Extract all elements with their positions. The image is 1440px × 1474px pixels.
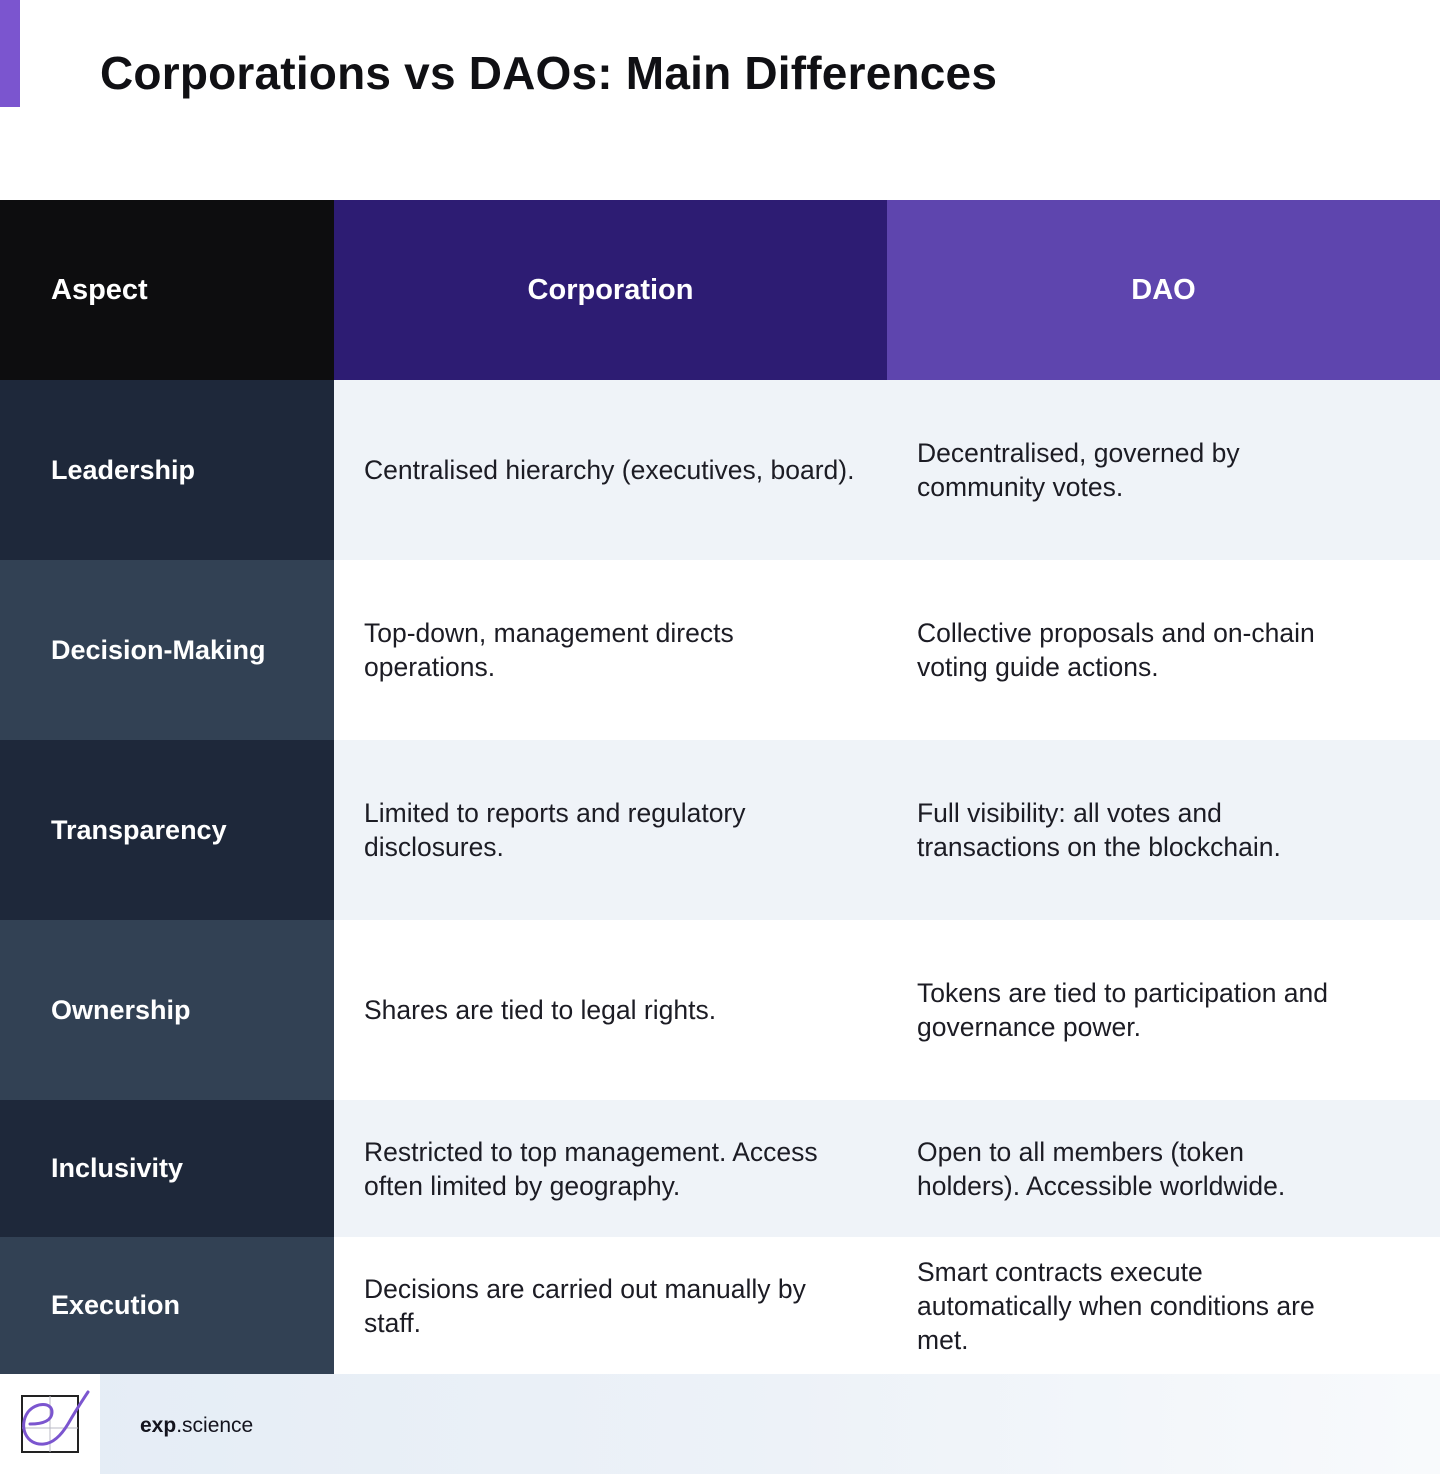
table-row: Decision-Making Top-down, management dir… — [0, 560, 1440, 740]
header-aspect: Aspect — [0, 200, 334, 380]
table-header-row: Aspect Corporation DAO — [0, 200, 1440, 380]
aspect-cell: Decision-Making — [0, 560, 334, 740]
table-row: Ownership Shares are tied to legal right… — [0, 920, 1440, 1100]
corporation-cell: Restricted to top management. Access oft… — [334, 1100, 887, 1237]
brand-name[interactable]: exp.science — [140, 1414, 253, 1438]
table-row: Execution Decisions are carried out manu… — [0, 1237, 1440, 1374]
dao-cell: Collective proposals and on-chain voting… — [887, 560, 1440, 740]
dao-cell: Tokens are tied to participation and gov… — [887, 920, 1440, 1100]
corporation-cell: Decisions are carried out manually by st… — [334, 1237, 887, 1374]
dao-cell: Full visibility: all votes and transacti… — [887, 740, 1440, 920]
aspect-cell: Inclusivity — [0, 1100, 334, 1237]
table-row: Transparency Limited to reports and regu… — [0, 740, 1440, 920]
aspect-cell: Leadership — [0, 380, 334, 560]
brand-bold: exp — [140, 1414, 177, 1437]
corporation-cell: Limited to reports and regulatory disclo… — [334, 740, 887, 920]
table-row: Leadership Centralised hierarchy (execut… — [0, 380, 1440, 560]
comparison-table: Aspect Corporation DAO Leadership Centra… — [0, 200, 1440, 1374]
logo[interactable] — [0, 1374, 100, 1474]
header-corporation: Corporation — [334, 200, 887, 380]
dao-cell: Smart contracts execute automatically wh… — [887, 1237, 1440, 1374]
aspect-cell: Transparency — [0, 740, 334, 920]
corporation-cell: Top-down, management directs operations. — [334, 560, 887, 740]
accent-bar — [0, 0, 20, 107]
dao-cell: Decentralised, governed by community vot… — [887, 380, 1440, 560]
table-row: Inclusivity Restricted to top management… — [0, 1100, 1440, 1237]
header-dao: DAO — [887, 200, 1440, 380]
corporation-cell: Shares are tied to legal rights. — [334, 920, 887, 1100]
exp-science-logo-icon — [21, 1390, 90, 1453]
aspect-cell: Ownership — [0, 920, 334, 1100]
dao-cell: Open to all members (token holders). Acc… — [887, 1100, 1440, 1237]
aspect-cell: Execution — [0, 1237, 334, 1374]
corporation-cell: Centralised hierarchy (executives, board… — [334, 380, 887, 560]
brand-suffix: .science — [176, 1414, 254, 1437]
footer: exp.science — [0, 1374, 1440, 1474]
page-title: Corporations vs DAOs: Main Differences — [100, 47, 998, 99]
